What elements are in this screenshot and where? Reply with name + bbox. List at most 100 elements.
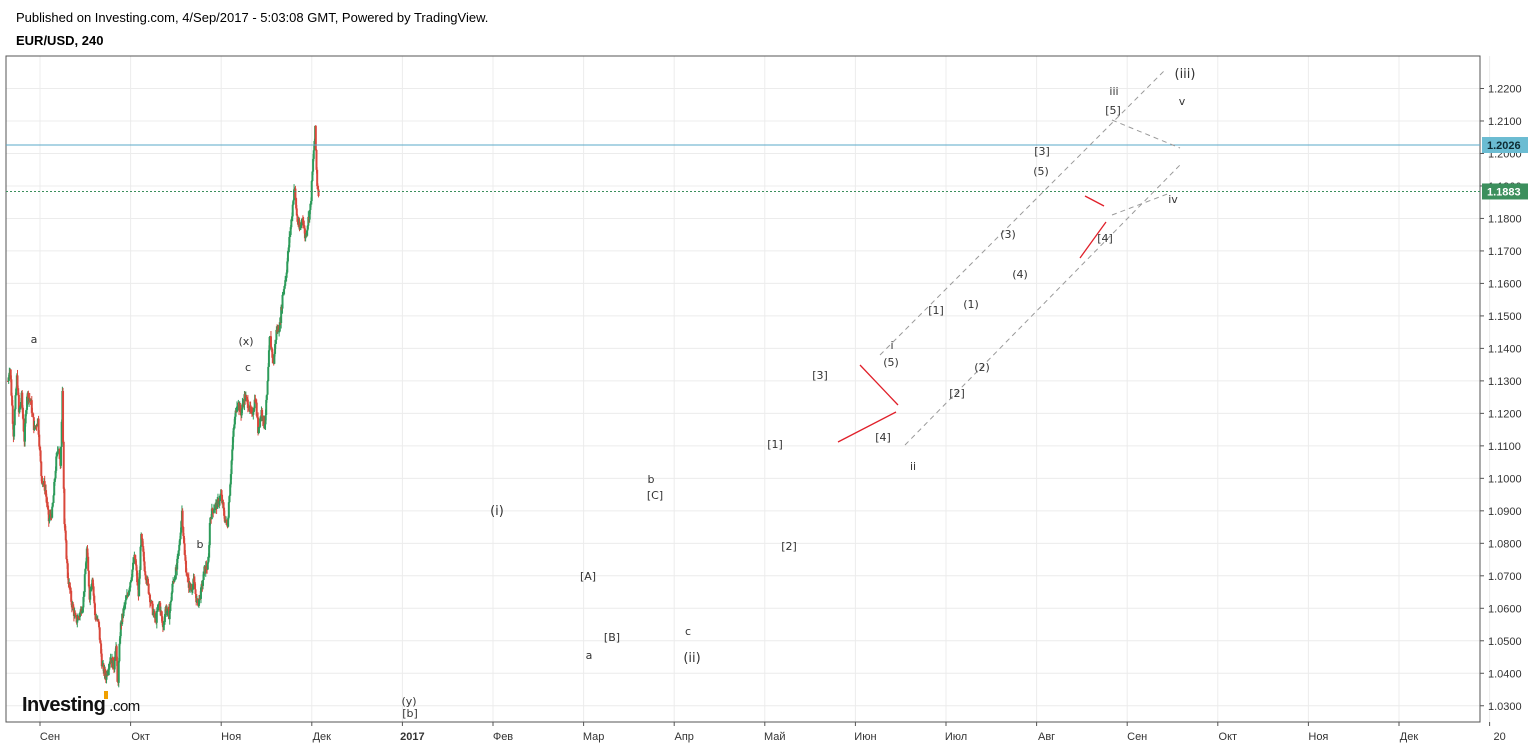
candle-body <box>206 562 209 570</box>
wave-label: (1) <box>963 298 979 311</box>
candle-body <box>106 671 109 675</box>
candle-body <box>141 538 144 547</box>
candle-body <box>303 228 306 239</box>
y-tick-label: 1.0700 <box>1488 571 1522 583</box>
candle-body <box>29 399 32 401</box>
candle-body <box>46 503 49 506</box>
candle-body <box>166 607 169 612</box>
candle-body <box>232 428 235 437</box>
candle-body <box>114 651 117 661</box>
candle-body <box>33 425 36 431</box>
candle-body <box>83 592 86 597</box>
candle-body <box>235 406 238 412</box>
candle-body <box>255 402 258 416</box>
candle-body <box>263 424 266 429</box>
candle-body <box>43 481 46 491</box>
channel-line <box>1111 119 1181 149</box>
candle-body <box>312 150 315 159</box>
candle-body <box>160 611 163 617</box>
candle-body <box>163 621 166 625</box>
wave-label: (ii) <box>683 651 700 666</box>
candle-body <box>289 227 292 235</box>
candle-body <box>52 495 55 504</box>
candle-body <box>32 413 35 418</box>
logo-suffix: .com <box>109 698 140 715</box>
candle-body <box>283 285 286 290</box>
wave-label: [2] <box>949 387 965 400</box>
candle-body <box>18 407 21 413</box>
candle-body <box>165 607 168 613</box>
candle-body <box>64 530 67 541</box>
candle-body <box>312 158 315 172</box>
candle-body <box>286 261 289 273</box>
candle-body <box>76 616 79 621</box>
y-tick-label: 1.0800 <box>1488 538 1522 550</box>
x-tick-label: Мар <box>583 731 605 743</box>
candle-body <box>220 493 223 495</box>
candle-body <box>259 418 262 427</box>
candle-body <box>249 405 252 411</box>
candle-body <box>195 594 198 603</box>
candle-body <box>142 551 145 562</box>
y-tick-label: 1.2200 <box>1488 83 1522 95</box>
candle-body <box>86 548 89 557</box>
candle-body <box>307 216 310 226</box>
triangle-line <box>1079 221 1107 259</box>
candle-body <box>183 543 186 555</box>
candle-body <box>149 594 152 603</box>
price-axis[interactable]: 1.0300 1.0400 1.0500 1.0600 1.0700 1.0800 1.09… <box>1480 83 1522 713</box>
candle-body <box>11 395 14 406</box>
candle-body <box>75 617 78 623</box>
candle-body <box>170 592 173 601</box>
candle-body <box>218 501 221 505</box>
time-axis[interactable]: Сен Окт Ноя Дек 2017 Фев Мар Апр Май Июн Июл Авг Сен… <box>39 722 1506 743</box>
wave-label: [b] <box>402 707 418 720</box>
candle-body <box>208 545 211 558</box>
candle-body <box>58 448 61 459</box>
candle-body <box>91 579 94 587</box>
candle-body <box>172 581 175 584</box>
candle-body <box>147 583 150 594</box>
candle-body <box>291 204 294 217</box>
candle-body <box>19 402 22 406</box>
hline-tag-bg <box>1482 137 1528 154</box>
candle-body <box>193 582 196 590</box>
wave-label: a <box>586 649 593 662</box>
candle-body <box>300 220 303 226</box>
candle-body <box>182 536 185 544</box>
chart-grid <box>6 56 1491 722</box>
wave-label: (5) <box>883 356 899 369</box>
candle-body <box>269 336 272 348</box>
x-tick-label: Июн <box>854 731 876 743</box>
candle-body <box>132 562 135 570</box>
candle-body <box>301 218 304 223</box>
candle-body <box>159 602 162 612</box>
candle-body <box>179 532 182 540</box>
investing-logo: Investing .com <box>22 691 140 717</box>
candle-body <box>97 619 100 622</box>
candle-body <box>125 594 128 599</box>
candle-body <box>254 399 257 402</box>
candle-body <box>53 478 56 482</box>
candle-body <box>231 449 234 461</box>
candle-body <box>245 396 248 398</box>
candle-body <box>30 400 33 413</box>
candle-body <box>14 395 17 410</box>
candle-body <box>104 668 107 676</box>
candle-body <box>93 595 96 604</box>
candle-body <box>45 496 48 504</box>
x-tick-label: Ноя <box>221 731 241 743</box>
x-tick-label: Дек <box>313 731 332 743</box>
candle-body <box>82 596 85 608</box>
candle-body <box>161 616 164 623</box>
candle-body <box>134 554 137 559</box>
drawing-overlays <box>6 69 1480 446</box>
y-tick-label: 1.1800 <box>1488 213 1522 225</box>
candle-body <box>258 426 261 428</box>
candle-body <box>100 653 103 667</box>
candle-body <box>285 272 288 278</box>
candle-body <box>190 588 193 590</box>
candle-body <box>265 394 268 400</box>
x-tick-label: Авг <box>1038 731 1055 743</box>
